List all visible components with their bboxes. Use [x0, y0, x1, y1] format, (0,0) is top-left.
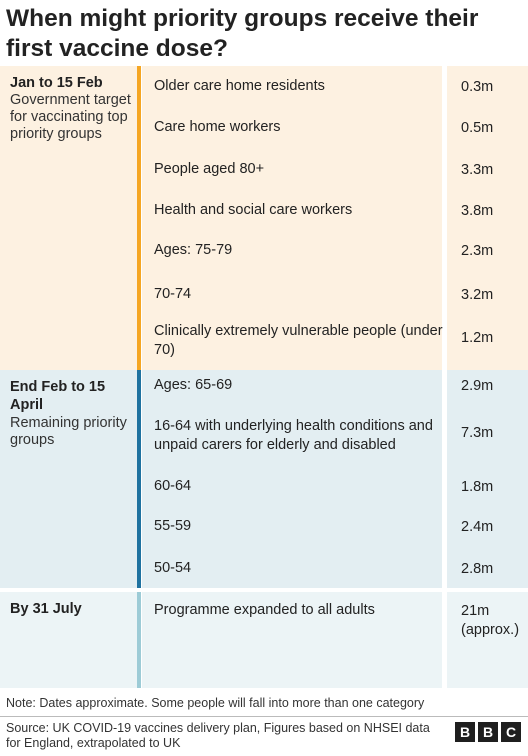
bbc-logo-letter-2: B	[478, 722, 498, 742]
footer-divider	[0, 716, 528, 717]
group-label: Ages: 65-69	[154, 377, 233, 393]
phase-section-1: Jan to 15 Feb Government target for vacci…	[0, 66, 528, 370]
bbc-logo-letter-3: C	[501, 722, 521, 742]
group-value: 3.8m	[461, 203, 494, 219]
phase-1-accent-bar	[137, 66, 141, 370]
group-label: Older care home residents	[154, 78, 325, 94]
group-label: Ages: 75-79	[154, 242, 233, 258]
group-label: 16-64 with underlying health conditions …	[154, 418, 433, 453]
phase-period: Jan to 15 Feb	[10, 75, 103, 91]
group-label: Health and social care workers	[154, 202, 353, 218]
group-value: 2.9m	[461, 378, 494, 394]
phase-2-left-panel	[0, 370, 138, 588]
group-value: 0.5m	[461, 120, 494, 136]
phase-2-right-panel	[447, 370, 528, 588]
group-value: 21m (approx.)	[461, 603, 520, 638]
phase-3-mid-panel	[142, 592, 442, 688]
phase-period: By 31 July	[10, 601, 82, 617]
phase-1-mid-panel	[142, 66, 442, 370]
phase-period: End Feb to 15 April	[10, 379, 106, 413]
phase-description: Government target for vaccinating top pr…	[10, 92, 131, 142]
phase-3-right-panel	[447, 592, 528, 688]
chart-title: When might priority groups receive their…	[6, 5, 479, 62]
group-value: 2.4m	[461, 519, 494, 535]
source-text: Source: UK COVID-19 vaccines delivery pl…	[6, 721, 430, 750]
footnote: Note: Dates approximate. Some people wil…	[6, 696, 425, 710]
phase-section-3: By 31 July Programme expanded to all adul…	[0, 592, 528, 688]
bbc-logo: B B C	[455, 722, 521, 742]
group-label: 55-59	[154, 518, 192, 534]
group-label: 60-64	[154, 478, 192, 494]
group-value: 1.8m	[461, 479, 494, 495]
group-value: 7.3m	[461, 425, 494, 441]
group-label: People aged 80+	[154, 161, 265, 177]
group-value: 3.3m	[461, 162, 494, 178]
group-value: 2.3m	[461, 243, 494, 259]
group-value: 2.8m	[461, 561, 494, 577]
group-value: 1.2m	[461, 330, 494, 346]
group-label: Clinically extremely vulnerable people (…	[154, 323, 443, 358]
phase-2-accent-bar	[137, 370, 141, 588]
phase-description: Remaining priority groups	[10, 415, 127, 448]
group-value: 3.2m	[461, 287, 494, 303]
group-label: Care home workers	[154, 119, 281, 135]
group-value: 0.3m	[461, 79, 494, 95]
phase-1-left-panel	[0, 66, 138, 370]
group-label: 70-74	[154, 286, 192, 302]
phase-3-accent-bar	[137, 592, 141, 688]
bbc-logo-letter-1: B	[455, 722, 475, 742]
phase-3-left-panel	[0, 592, 138, 688]
phase-2-mid-panel	[142, 370, 442, 588]
group-label: 50-54	[154, 560, 192, 576]
phase-1-right-panel	[447, 66, 528, 370]
group-label: Programme expanded to all adults	[154, 602, 375, 618]
phase-section-2: End Feb to 15 April Remaining priority gr…	[0, 370, 528, 588]
